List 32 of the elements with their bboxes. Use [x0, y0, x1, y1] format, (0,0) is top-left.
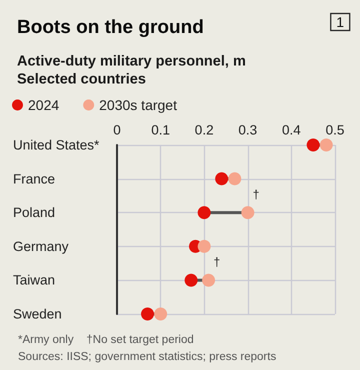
text: 1: [336, 14, 344, 30]
point: [320, 138, 333, 152]
point: [141, 308, 154, 320]
annotation: †: [214, 255, 220, 270]
point: [202, 274, 216, 287]
point: [241, 206, 254, 220]
legend-label: 2024: [28, 97, 60, 113]
x-tick-label: 0.1: [151, 122, 170, 138]
point: [306, 138, 320, 152]
source-note: Sources: IISS; government statistics; press reports: [18, 351, 276, 363]
point: [215, 172, 228, 186]
y-tick-label: Germany: [13, 238, 69, 254]
point: [154, 308, 168, 320]
point: [184, 274, 198, 287]
annotation: †: [252, 188, 260, 202]
chart-title: Boots on the ground: [17, 17, 204, 38]
x-tick-label: 0.3: [238, 122, 258, 138]
x-tick-label: 0.5: [326, 122, 344, 138]
chart-subtitle: Active-duty military personnel, m Selected countries: [17, 54, 246, 88]
y-tick-label: France: [13, 171, 56, 186]
point: [198, 240, 211, 253]
legend-label: 2030s target: [99, 97, 178, 113]
y-tick-label: Sweden: [13, 306, 62, 322]
y-tick-label: Taiwan: [13, 272, 56, 288]
text: *Army only †No set target period: [18, 334, 194, 346]
x-tick-label: 0.2: [194, 122, 214, 138]
point: [198, 206, 211, 220]
y-tick-label: United States*: [13, 138, 100, 152]
point: [228, 172, 242, 186]
y-tick-label: Poland: [13, 205, 56, 220]
x-tick-label: 0.4: [282, 122, 302, 138]
x-tick-label: 0: [113, 122, 121, 138]
